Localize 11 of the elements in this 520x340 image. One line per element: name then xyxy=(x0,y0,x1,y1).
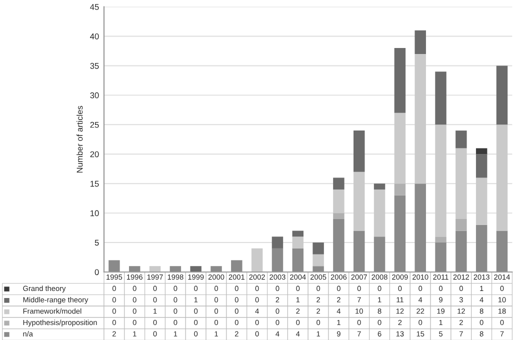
y-tick-label: 35 xyxy=(90,62,99,69)
y-tick-label: 5 xyxy=(94,240,99,246)
y-tick-label: 30 xyxy=(90,92,99,98)
y-tick-label: 40 xyxy=(90,33,99,40)
y-tick-label: 10 xyxy=(90,210,99,216)
y-tick-label: 45 xyxy=(90,4,99,10)
y-tick-label: 25 xyxy=(90,122,99,128)
y-tick-label: 15 xyxy=(90,180,99,187)
y-tick-label: 20 xyxy=(90,151,99,158)
y-axis-title: Number of articles xyxy=(76,106,83,173)
y-tick-label: 0 xyxy=(94,269,99,276)
